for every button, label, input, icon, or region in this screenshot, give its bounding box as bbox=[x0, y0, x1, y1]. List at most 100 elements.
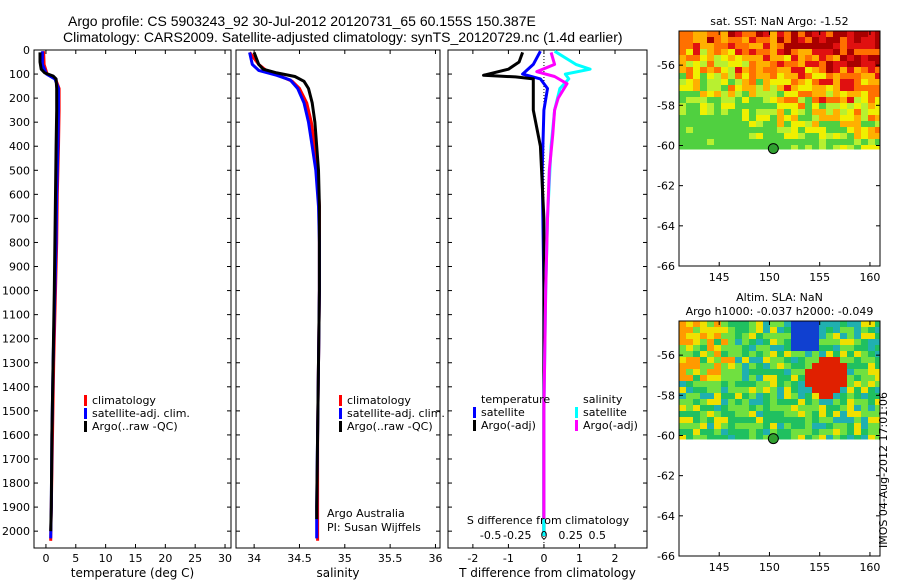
map-cell bbox=[693, 327, 700, 333]
map-cell bbox=[777, 31, 784, 37]
map-cell bbox=[770, 393, 777, 399]
map-cell bbox=[833, 145, 840, 150]
map-cell bbox=[686, 103, 693, 109]
map-cell bbox=[693, 139, 700, 145]
map-cell bbox=[735, 387, 742, 393]
map-cell bbox=[840, 399, 847, 405]
map-cell bbox=[861, 67, 868, 73]
map-cell bbox=[679, 61, 686, 67]
map-cell bbox=[847, 387, 854, 393]
map-cell bbox=[770, 411, 777, 417]
map-cell bbox=[854, 97, 861, 103]
map-cell bbox=[714, 411, 721, 417]
map-cell bbox=[679, 399, 686, 405]
map-cell bbox=[700, 97, 707, 103]
map-cell bbox=[847, 405, 854, 411]
map-cell bbox=[847, 37, 854, 43]
map-cell bbox=[714, 369, 721, 375]
y-tick-label: -58 bbox=[657, 99, 675, 112]
map-cell bbox=[686, 67, 693, 73]
map-cell bbox=[805, 49, 812, 55]
map-cell bbox=[735, 429, 742, 435]
map-cell bbox=[875, 357, 880, 363]
map-cell bbox=[847, 339, 854, 345]
map-cell bbox=[812, 115, 819, 121]
map-cell bbox=[707, 109, 714, 115]
legend-label: Argo(-adj) bbox=[481, 419, 536, 432]
map-cell bbox=[875, 109, 880, 115]
map-cell bbox=[868, 133, 875, 139]
map-cell bbox=[756, 55, 763, 61]
y-tick-label: -62 bbox=[657, 180, 675, 193]
map-cell bbox=[721, 345, 728, 351]
map-cell bbox=[826, 399, 833, 405]
map-cell bbox=[784, 351, 791, 357]
map-cell bbox=[791, 399, 798, 405]
map-cell bbox=[805, 435, 812, 440]
map-cell bbox=[756, 321, 763, 327]
map-cell bbox=[826, 351, 833, 357]
map-cell bbox=[693, 37, 700, 43]
map-cell bbox=[868, 405, 875, 411]
map-cell bbox=[700, 333, 707, 339]
map-cell bbox=[791, 49, 798, 55]
map-cell bbox=[700, 429, 707, 435]
map-cell bbox=[728, 139, 735, 145]
map-cell bbox=[861, 387, 868, 393]
map-cell bbox=[700, 375, 707, 381]
map-cell bbox=[805, 97, 812, 103]
map-cell bbox=[714, 67, 721, 73]
map-cell bbox=[721, 97, 728, 103]
map-cell bbox=[749, 411, 756, 417]
map-cell bbox=[679, 103, 686, 109]
map-cell bbox=[868, 139, 875, 145]
map-cell bbox=[714, 133, 721, 139]
map-cell bbox=[707, 49, 714, 55]
map-cell bbox=[840, 333, 847, 339]
sst-map-panel: -56 -58 -60 -62 -64 -66 145 150 155 160 sat. SST: … bbox=[657, 15, 881, 284]
map-cell bbox=[854, 381, 861, 387]
map-cell bbox=[714, 43, 721, 49]
map-cell bbox=[679, 333, 686, 339]
temperature-panel: 0100200300400500600700800900100011001200… bbox=[2, 44, 232, 580]
map-cell bbox=[875, 115, 880, 121]
map-cell bbox=[742, 91, 749, 97]
map-cell bbox=[728, 399, 735, 405]
map-cell bbox=[798, 321, 805, 327]
map-cell bbox=[686, 393, 693, 399]
map-cell bbox=[742, 37, 749, 43]
map-cell bbox=[707, 393, 714, 399]
x-tick-label: 155 bbox=[809, 271, 830, 284]
map-cell bbox=[693, 103, 700, 109]
annotation-text: PI: Susan Wijffels bbox=[327, 521, 421, 534]
map-title: Altim. SLA: NaN bbox=[736, 291, 823, 304]
salinity-panel-frame bbox=[235, 49, 441, 549]
map-cell bbox=[728, 369, 735, 375]
map-cell bbox=[763, 327, 770, 333]
y-tick-label: 400 bbox=[9, 140, 30, 153]
map-cell bbox=[742, 369, 749, 375]
map-cell bbox=[847, 429, 854, 435]
map-cell bbox=[735, 357, 742, 363]
map-cell bbox=[798, 121, 805, 127]
map-cell bbox=[735, 351, 742, 357]
map-cell bbox=[686, 423, 693, 429]
map-cell bbox=[735, 339, 742, 345]
map-cell bbox=[861, 85, 868, 91]
map-cell bbox=[707, 79, 714, 85]
map-cell bbox=[777, 109, 784, 115]
map-cell bbox=[812, 393, 819, 399]
map-cell bbox=[777, 321, 784, 327]
map-cell bbox=[854, 43, 861, 49]
map-cell bbox=[756, 115, 763, 121]
map-cell bbox=[693, 375, 700, 381]
map-cell bbox=[819, 381, 826, 387]
map-cell bbox=[847, 97, 854, 103]
map-cell bbox=[707, 381, 714, 387]
salinity-panel: 34 34.5 35 35.5 36 salinity climatologysatelli… bbox=[235, 49, 445, 580]
y-tick-label: -56 bbox=[657, 59, 675, 72]
map-cell bbox=[693, 405, 700, 411]
map-cell bbox=[826, 405, 833, 411]
map-cell bbox=[812, 351, 819, 357]
map-cell bbox=[721, 127, 728, 133]
